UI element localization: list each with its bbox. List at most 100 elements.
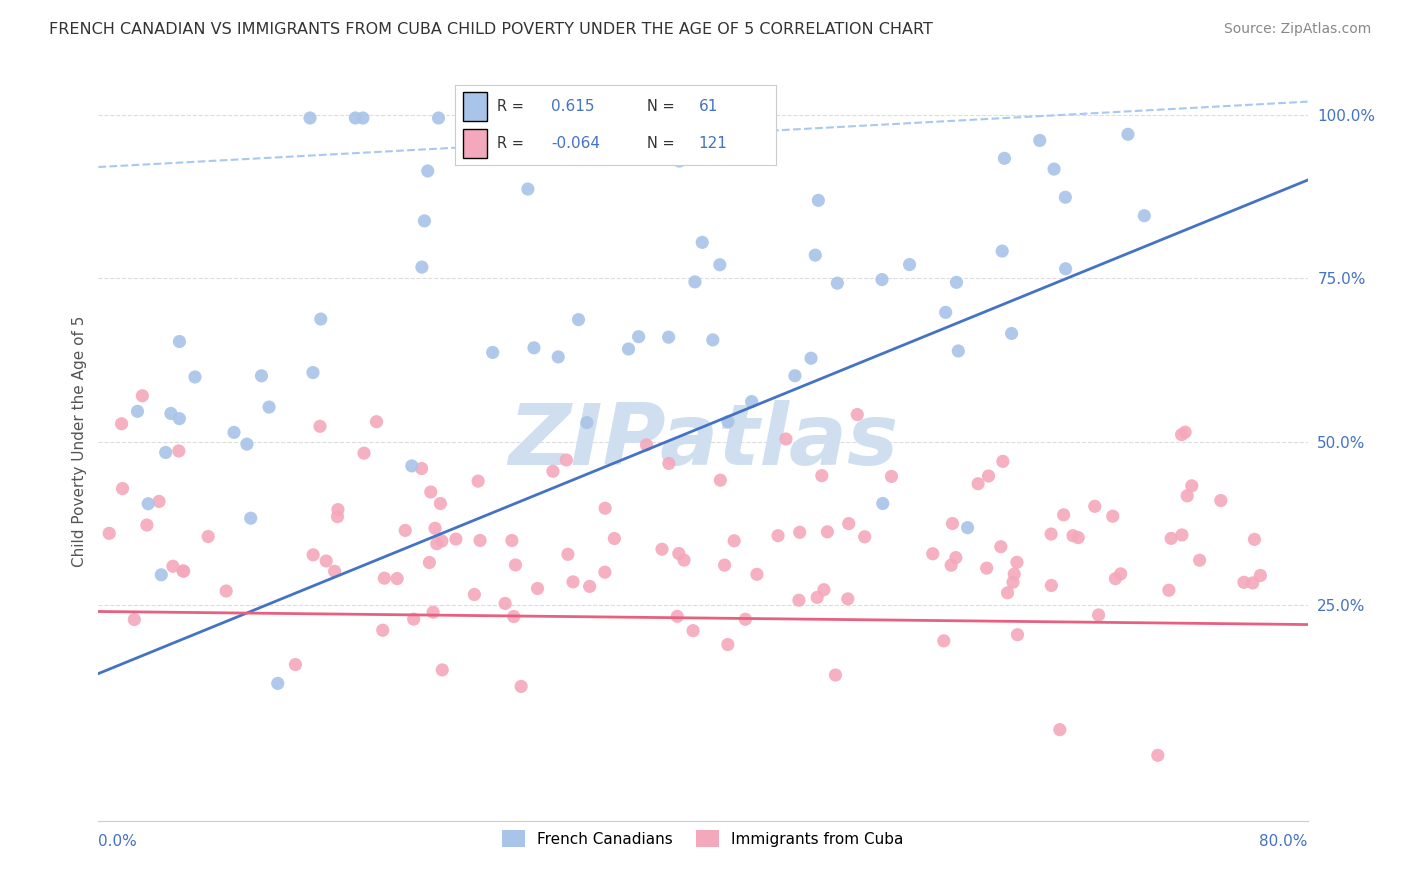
Point — [775, 432, 797, 446]
Point — [427, 111, 450, 125]
Point — [326, 502, 349, 516]
Point — [352, 111, 374, 125]
Point — [197, 529, 219, 543]
Point — [423, 521, 446, 535]
Point — [741, 394, 763, 409]
Point — [1175, 489, 1198, 503]
Point — [824, 668, 846, 682]
Point — [567, 312, 589, 326]
Point — [148, 494, 170, 508]
Point — [658, 457, 681, 471]
Point — [267, 676, 290, 690]
Point — [136, 497, 159, 511]
Point — [870, 272, 893, 286]
Point — [523, 341, 546, 355]
Point — [709, 473, 731, 487]
Point — [557, 547, 579, 561]
Point — [717, 638, 740, 652]
Point — [413, 214, 436, 228]
Point — [683, 275, 706, 289]
Point — [880, 469, 903, 483]
Point — [734, 612, 756, 626]
Point — [1040, 578, 1063, 592]
Point — [1043, 162, 1066, 177]
Point — [1109, 566, 1132, 581]
Point — [284, 657, 307, 672]
Point — [371, 624, 394, 638]
Point — [804, 248, 827, 262]
Point — [846, 408, 869, 422]
Point — [510, 680, 533, 694]
Point — [1249, 568, 1271, 582]
Point — [1084, 500, 1107, 514]
Point — [1040, 527, 1063, 541]
Point — [990, 540, 1012, 554]
Point — [838, 516, 860, 531]
Point — [1133, 209, 1156, 223]
Point — [932, 633, 955, 648]
Point — [939, 558, 962, 573]
Text: ZIPatlas: ZIPatlas — [508, 400, 898, 483]
Text: 80.0%: 80.0% — [1260, 834, 1308, 848]
Point — [941, 516, 963, 531]
Point — [1116, 128, 1139, 142]
Point — [1052, 508, 1074, 522]
Point — [991, 454, 1014, 468]
Point — [723, 533, 745, 548]
Point — [1000, 326, 1022, 341]
Point — [135, 518, 157, 533]
Point — [806, 591, 828, 605]
Point — [302, 548, 325, 562]
Point — [373, 571, 395, 585]
Point — [702, 333, 724, 347]
Point — [1181, 479, 1204, 493]
Point — [1062, 529, 1084, 543]
Point — [811, 468, 834, 483]
Point — [673, 553, 696, 567]
Point — [651, 542, 673, 557]
Point — [302, 366, 325, 380]
Point — [127, 404, 149, 418]
Point — [385, 572, 408, 586]
Point — [1157, 583, 1180, 598]
Point — [593, 565, 616, 579]
Point — [501, 533, 523, 548]
Point — [467, 474, 489, 488]
Point — [326, 509, 349, 524]
Point — [541, 464, 564, 478]
Point — [713, 558, 735, 573]
Point — [366, 415, 388, 429]
Point — [575, 416, 598, 430]
Point — [562, 574, 585, 589]
Y-axis label: Child Poverty Under the Age of 5: Child Poverty Under the Age of 5 — [72, 316, 87, 567]
Point — [789, 525, 811, 540]
Point — [815, 524, 838, 539]
Point — [668, 154, 690, 169]
Point — [766, 529, 789, 543]
Point — [1160, 532, 1182, 546]
Point — [250, 368, 273, 383]
Point — [1054, 261, 1077, 276]
Point — [1101, 509, 1123, 524]
Point — [323, 564, 346, 578]
Point — [111, 482, 134, 496]
Point — [603, 532, 626, 546]
Point — [1001, 575, 1024, 590]
Point — [787, 593, 810, 607]
Point — [239, 511, 262, 525]
Point — [150, 567, 173, 582]
Point — [1243, 533, 1265, 547]
Point — [807, 194, 830, 208]
Point — [745, 567, 768, 582]
Text: FRENCH CANADIAN VS IMMIGRANTS FROM CUBA CHILD POVERTY UNDER THE AGE OF 5 CORRELA: FRENCH CANADIAN VS IMMIGRANTS FROM CUBA … — [49, 22, 934, 37]
Text: Source: ZipAtlas.com: Source: ZipAtlas.com — [1223, 22, 1371, 37]
Point — [215, 584, 238, 599]
Point — [1067, 531, 1090, 545]
Point — [1028, 133, 1050, 147]
Point — [526, 582, 548, 596]
Point — [505, 558, 527, 572]
Point — [1054, 190, 1077, 204]
Point — [419, 485, 441, 500]
Point — [124, 613, 146, 627]
Point — [162, 559, 184, 574]
